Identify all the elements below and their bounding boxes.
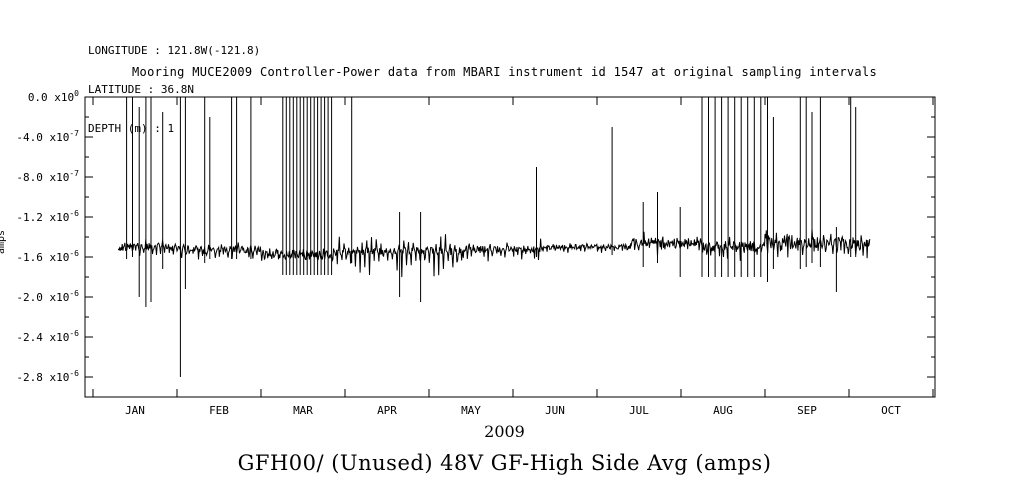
y-tick-label: 0.0 x100	[28, 89, 79, 104]
x-tick-label: AUG	[713, 404, 733, 417]
y-tick-label: -4.0 x10-7	[16, 129, 79, 144]
x-tick-label: MAY	[461, 404, 481, 417]
chart-caption: GFH00/ (Unused) 48V GF-High Side Avg (am…	[237, 451, 772, 475]
latitude-label: LATITUDE : 36.8N	[88, 83, 194, 96]
axis-frame	[84, 96, 936, 398]
y-tick-label: -1.6 x10-6	[16, 249, 79, 264]
y-tick-label: -8.0 x10-7	[16, 169, 79, 184]
chart-title: Mooring MUCE2009 Controller-Power data f…	[132, 65, 877, 79]
x-tick-label: MAR	[293, 404, 313, 417]
x-tick-label: APR	[377, 404, 397, 417]
y-tick-label: -1.2 x10-6	[16, 209, 79, 224]
x-tick-label: FEB	[209, 404, 229, 417]
x-tick-label: SEP	[797, 404, 817, 417]
y-tick-label: -2.4 x10-6	[16, 329, 79, 344]
y-axis-label: amps	[0, 230, 7, 254]
x-tick-label: JUN	[545, 404, 565, 417]
y-tick-label: -2.0 x10-6	[16, 289, 79, 304]
x-tick-label: JAN	[125, 404, 145, 417]
x-tick-label: JUL	[629, 404, 649, 417]
longitude-label: LONGITUDE : 121.8W(-121.8)	[88, 44, 261, 57]
y-tick-label: -2.8 x10-6	[16, 369, 79, 384]
x-tick-label: OCT	[881, 404, 901, 417]
data-trace	[117, 97, 871, 377]
x-axis-year-label: 2009	[484, 422, 525, 441]
